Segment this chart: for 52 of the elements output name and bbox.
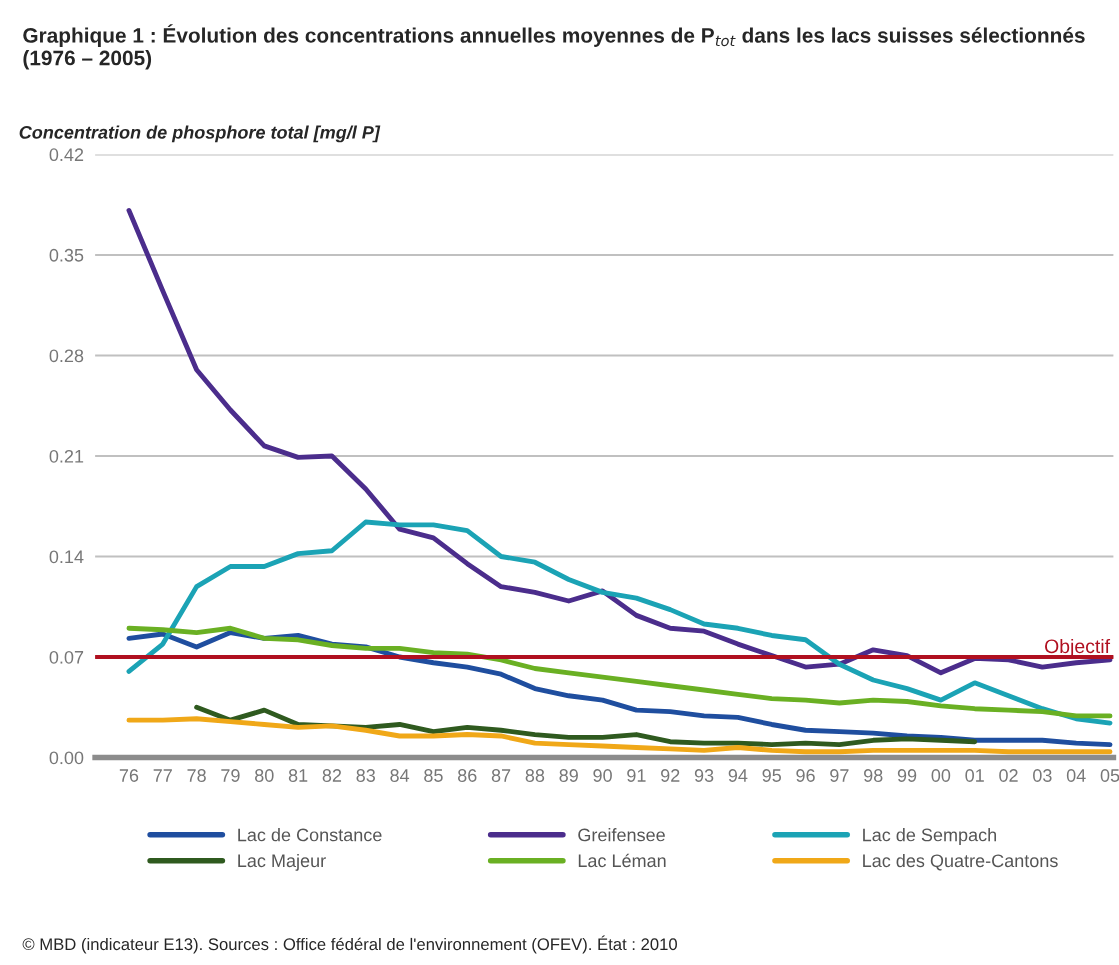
x-tick-label: 02 — [999, 769, 1018, 782]
x-tick-label: 94 — [728, 769, 748, 782]
x-tick-label: 04 — [1066, 769, 1086, 782]
x-tick-label: 82 — [322, 769, 342, 782]
x-tick-label: 97 — [830, 769, 849, 782]
x-tick-label: 05 — [1100, 769, 1119, 782]
x-tick-label: 87 — [491, 769, 511, 782]
y-tick-label: 0.21 — [49, 449, 84, 463]
x-tick-label: 93 — [694, 769, 714, 782]
line-series — [126, 625, 1113, 719]
legend-label: Lac des Quatre-Cantons — [863, 853, 1058, 871]
x-tick-label: 79 — [221, 769, 240, 782]
y-tick-label: 0.00 — [49, 751, 84, 765]
ref-line-label: Objectif — [1045, 638, 1111, 657]
x-tick-label: 86 — [457, 769, 477, 782]
x-tick-label: 00 — [931, 769, 951, 782]
line-series — [194, 704, 978, 748]
line-series — [126, 519, 1113, 726]
x-tick-label: 83 — [356, 769, 376, 782]
x-tick-label: 99 — [897, 769, 917, 782]
text: © MBD (indicateur E13). Sources : Office fédéral de l'environnement (OFEV). État : 2010 — [22, 935, 677, 954]
x-tick-label: 88 — [525, 769, 545, 782]
x-tick-label: 96 — [796, 769, 815, 782]
x-tick-label: 76 — [119, 769, 139, 782]
x-tick-label: 98 — [864, 769, 883, 782]
x-tick-label: 80 — [255, 769, 274, 782]
line-series — [126, 716, 1113, 755]
x-tick-label: 77 — [153, 769, 172, 782]
x-tick-label: 90 — [593, 769, 612, 782]
y-tick-label: 0.14 — [49, 550, 84, 564]
x-tick-label: 81 — [288, 769, 308, 782]
x-tick-label: 03 — [1033, 769, 1052, 782]
legend-label: Greifensee — [578, 828, 665, 842]
y-tick-label: 0.28 — [49, 349, 84, 363]
legend-label: Lac Majeur — [238, 853, 326, 871]
y-axis-title: Concentration de phosphore total [mg/l P] — [19, 125, 381, 143]
x-tick-label: 92 — [661, 769, 680, 782]
y-tick-label: 0.35 — [49, 248, 84, 262]
x-tick-label: 84 — [390, 769, 410, 782]
x-tick-label: 91 — [627, 769, 646, 782]
y-tick-label: 0.07 — [49, 650, 84, 664]
legend-label: Lac Léman — [578, 853, 666, 868]
y-tick-label: 0.42 — [49, 148, 84, 162]
x-tick-label: 85 — [424, 769, 443, 782]
legend-label: Lac de Constance — [238, 828, 382, 842]
x-tick-label: 01 — [965, 769, 984, 782]
chart-title: Graphique 1 : Évolution des concentrations annuelles moyennes de P$_{tot}$ dans les lacs suisses sélectionnés (1976 – 2005) — [23, 24, 1085, 70]
line-series — [126, 207, 1113, 676]
legend-label: Lac de Sempach — [863, 828, 997, 845]
x-tick-label: 78 — [187, 769, 206, 782]
x-tick-label: 89 — [559, 769, 578, 782]
x-tick-label: 95 — [762, 769, 782, 782]
